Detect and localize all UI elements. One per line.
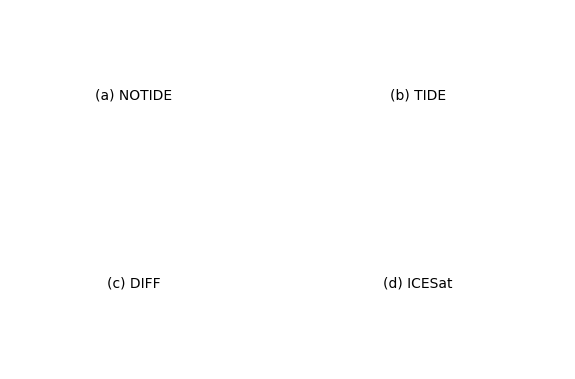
Text: (a) NOTIDE: (a) NOTIDE (95, 89, 172, 103)
Text: (b) TIDE: (b) TIDE (390, 89, 446, 103)
Text: (c) DIFF: (c) DIFF (107, 276, 160, 290)
Text: (d) ICESat: (d) ICESat (384, 276, 453, 290)
